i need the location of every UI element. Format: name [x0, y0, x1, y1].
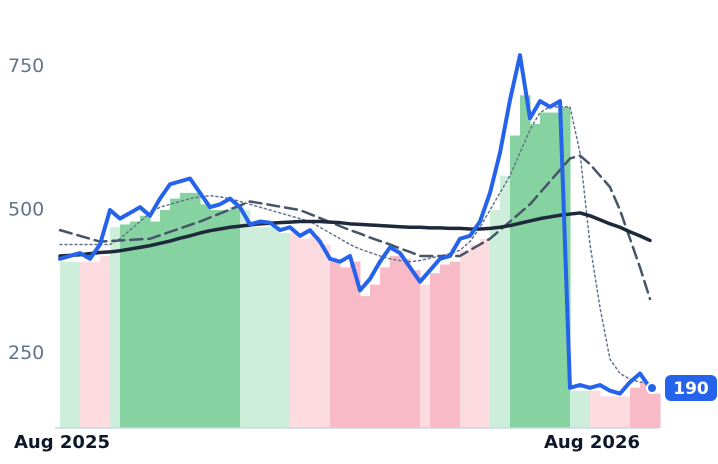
bar: [110, 227, 121, 428]
bar: [340, 267, 351, 428]
bar: [430, 273, 441, 428]
bar: [550, 112, 561, 428]
bar: [450, 261, 461, 428]
bar: [620, 396, 631, 428]
bar: [470, 244, 481, 428]
bar: [510, 135, 521, 428]
series-line: [58, 53, 652, 396]
bar: [180, 192, 191, 428]
bar: [600, 396, 611, 428]
bar: [330, 261, 341, 428]
bar: [570, 390, 581, 428]
bar: [280, 233, 291, 428]
bar: [300, 238, 311, 428]
last-value-label: 190: [673, 379, 709, 399]
series-line: [58, 211, 652, 258]
bar: [390, 255, 401, 428]
bar: [380, 267, 391, 428]
bar: [480, 238, 491, 428]
bar: [230, 207, 241, 428]
bar: [520, 95, 531, 429]
bar: [440, 264, 451, 428]
bar: [460, 250, 471, 428]
series-line: [58, 154, 652, 301]
y-tick-label: 250: [8, 342, 44, 364]
last-value-dot: [646, 382, 658, 394]
bar: [310, 235, 321, 428]
bar: [60, 261, 71, 428]
x-tick-label: Aug 2025: [14, 432, 110, 453]
x-tick-label: Aug 2026: [544, 432, 640, 453]
bar: [250, 227, 261, 428]
bar: [540, 112, 551, 428]
bar: [360, 296, 371, 428]
bar: [190, 192, 201, 428]
bar: [160, 210, 171, 428]
bar: [350, 261, 361, 428]
bar: [130, 221, 141, 428]
bar: [70, 261, 81, 428]
bar: [260, 227, 271, 428]
bar: [630, 387, 641, 428]
bar: [370, 284, 381, 428]
bar: [120, 224, 131, 428]
bar: [410, 270, 421, 428]
bar: [590, 390, 601, 428]
bar: [650, 393, 661, 428]
bar: [140, 215, 151, 428]
bar: [100, 255, 111, 428]
bar: [500, 175, 511, 428]
bar: [530, 124, 541, 428]
bar: [490, 210, 501, 428]
last-value-badge: [665, 375, 717, 401]
bar: [580, 390, 591, 428]
bar: [320, 244, 331, 428]
y-tick-label: 750: [8, 55, 44, 77]
bar: [420, 284, 431, 428]
bar: [170, 198, 181, 428]
bar: [200, 204, 211, 428]
bar: [210, 210, 221, 428]
bar: [270, 227, 281, 428]
bar: [90, 261, 101, 428]
bar: [290, 233, 301, 428]
bar: [640, 382, 651, 428]
bar: [220, 210, 231, 428]
bar: [80, 261, 91, 428]
bar: [240, 210, 251, 428]
bar: [610, 396, 621, 428]
bar: [400, 258, 411, 428]
bar: [150, 221, 161, 428]
y-tick-label: 500: [8, 199, 44, 221]
